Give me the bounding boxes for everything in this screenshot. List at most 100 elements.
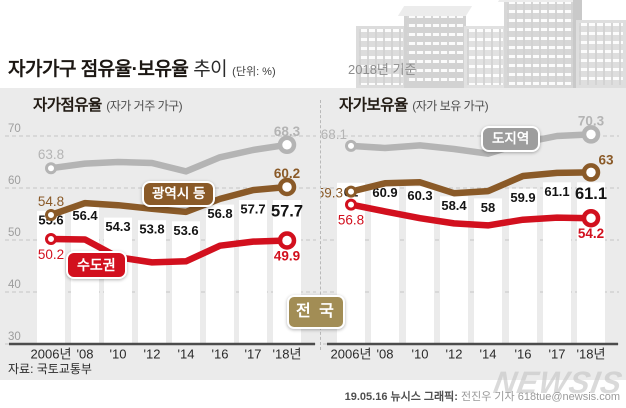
data-point bbox=[45, 162, 57, 175]
year-label: 2006년 bbox=[331, 347, 372, 362]
year-label: '12 bbox=[144, 347, 161, 362]
page-title-suffix: 추이 bbox=[188, 59, 228, 80]
credit-author: 전진우 기자 618tue@newsis.com bbox=[457, 391, 620, 403]
bar-value-label: 61.1 bbox=[544, 184, 569, 199]
bar-value-label: 57.7 bbox=[240, 202, 265, 217]
point-value-label: 50.2 bbox=[38, 247, 64, 262]
x-axis-labels: 2006년 '08 '10 '12 '14 '16 '17 '18년 bbox=[31, 347, 302, 362]
x-axis-labels: 2006년 '08 '10 '12 '14 '16 '17 '18년 bbox=[331, 347, 606, 362]
right-chart-title: 자가보유율 (자가 보유 가구) bbox=[339, 93, 489, 115]
left-chart-title-text: 자가점유율 bbox=[33, 97, 102, 114]
line-광역시 등: 54.8 60.2 bbox=[38, 166, 300, 221]
point-value-label: 60.2 bbox=[274, 166, 300, 181]
bar-value-label: 56.8 bbox=[207, 206, 232, 221]
bar-value-label: 54.3 bbox=[105, 219, 130, 234]
y-tick-label: 40 bbox=[8, 279, 21, 291]
year-label: '18년 bbox=[577, 347, 606, 362]
page-title: 자가가구 점유율·보유율 추이 (단위: %) bbox=[8, 54, 276, 81]
data-point bbox=[277, 231, 297, 250]
left-chart-subtitle: (자가 거주 가구) bbox=[106, 99, 183, 113]
unit-note: (단위: %) bbox=[232, 66, 276, 78]
building bbox=[356, 26, 406, 88]
y-tick-label: 50 bbox=[8, 227, 21, 239]
year-label: '10 bbox=[412, 347, 429, 362]
point-value-label: 68.3 bbox=[274, 124, 301, 139]
line-광역시 등: 59.3 63 bbox=[321, 152, 614, 200]
year-label: '17 bbox=[549, 347, 566, 362]
data-point bbox=[345, 185, 357, 198]
building bbox=[576, 20, 626, 88]
point-value-label: 70.3 bbox=[578, 113, 605, 128]
y-axis-labels: 70 60 50 40 30 bbox=[8, 123, 21, 343]
data-point bbox=[45, 233, 57, 245]
year-label: '08 bbox=[77, 347, 94, 362]
data-point bbox=[581, 125, 601, 144]
base-year-note: 2018년 기준 bbox=[348, 62, 417, 77]
point-value-label: 49.9 bbox=[274, 249, 300, 264]
building bbox=[504, 0, 582, 88]
bar-value-label: 58.4 bbox=[441, 198, 467, 213]
data-point bbox=[277, 135, 297, 155]
bar-value-labels: 55.656.454.353.853.656.857.757.7 bbox=[38, 202, 303, 238]
line-도지역: 63.8 68.3 bbox=[38, 124, 301, 175]
year-label: '14 bbox=[480, 347, 497, 362]
right-chart-subtitle: (자가 보유 가구) bbox=[412, 99, 489, 113]
year-label: '17 bbox=[245, 347, 262, 362]
year-label: '10 bbox=[110, 347, 127, 362]
y-tick-label: 60 bbox=[8, 175, 21, 187]
data-point bbox=[581, 208, 601, 228]
point-value-label: 54.8 bbox=[38, 194, 64, 209]
year-label: '12 bbox=[446, 347, 463, 362]
right-chart-title-text: 자가보유율 bbox=[339, 97, 408, 114]
bar-value-label: 57.7 bbox=[271, 203, 303, 221]
year-label: 2006년 bbox=[31, 347, 72, 362]
y-tick-label: 70 bbox=[8, 123, 21, 135]
source-note: 자료: 국토교통부 bbox=[8, 362, 92, 376]
legend-badge-sudogwon: 수도권 bbox=[66, 251, 127, 279]
line-수도권: 56.8 54.2 bbox=[338, 198, 604, 241]
data-point bbox=[45, 209, 57, 221]
chart-divider bbox=[320, 100, 321, 350]
year-label: '18년 bbox=[273, 347, 302, 362]
footer: NEWSIS 19.05.16 뉴시스 그래픽: 전진우 기자 618tue@n… bbox=[0, 365, 626, 408]
building bbox=[464, 26, 506, 88]
bar-value-label: 58 bbox=[481, 200, 495, 215]
point-value-label: 63.8 bbox=[38, 147, 64, 162]
buildings-illustration bbox=[350, 0, 626, 88]
legend-badge-national: 전 국 bbox=[287, 295, 345, 329]
bar-value-label: 60.9 bbox=[372, 185, 397, 200]
credit-date-label: 19.05.16 뉴시스 그래픽: bbox=[344, 391, 458, 403]
legend-badge-dojiyeok: 도지역 bbox=[481, 126, 541, 152]
data-point bbox=[277, 177, 297, 197]
year-label: '16 bbox=[212, 347, 229, 362]
bar-value-label: 56.4 bbox=[72, 208, 98, 223]
data-point bbox=[345, 139, 357, 152]
year-label: '16 bbox=[515, 347, 532, 362]
point-value-label: 54.2 bbox=[578, 226, 604, 241]
page-title-main: 자가가구 점유율·보유율 bbox=[8, 59, 189, 80]
header: 자가가구 점유율·보유율 추이 (단위: %) 2018년 기준 bbox=[0, 0, 626, 88]
right-chart: 6160.960.358.45859.961.161.168.170.359.3… bbox=[321, 113, 619, 362]
bar-value-label: 61.1 bbox=[575, 185, 607, 203]
year-label: '08 bbox=[377, 347, 394, 362]
bar-value-label: 60.3 bbox=[407, 188, 432, 203]
point-value-label: 68.1 bbox=[321, 127, 347, 142]
year-label: '14 bbox=[178, 347, 195, 362]
point-value-label: 56.8 bbox=[338, 213, 364, 228]
left-chart: 55.656.454.353.853.656.857.757.763.868.3… bbox=[5, 123, 316, 362]
line-도지역: 68.1 70.3 bbox=[321, 113, 605, 157]
y-tick-label: 30 bbox=[8, 331, 21, 343]
bar-value-label: 59.9 bbox=[510, 190, 535, 205]
left-chart-title: 자가점유율 (자가 거주 가구) bbox=[33, 93, 183, 115]
legend-badge-gwangyeoksi: 광역시 등 bbox=[142, 181, 216, 207]
data-point bbox=[581, 163, 601, 182]
bar-value-label: 53.8 bbox=[139, 222, 164, 237]
line-수도권: 50.2 49.9 bbox=[38, 231, 300, 266]
data-point bbox=[345, 198, 357, 211]
credit-line: 19.05.16 뉴시스 그래픽: 전진우 기자 618tue@newsis.c… bbox=[345, 388, 620, 404]
gridlines bbox=[323, 135, 619, 345]
chart-panel: 자가점유율 (자가 거주 가구) 자가보유율 (자가 보유 가구) 55.656… bbox=[0, 88, 626, 380]
point-value-label: 59.3 bbox=[321, 186, 343, 201]
point-value-label: 63 bbox=[598, 152, 614, 167]
